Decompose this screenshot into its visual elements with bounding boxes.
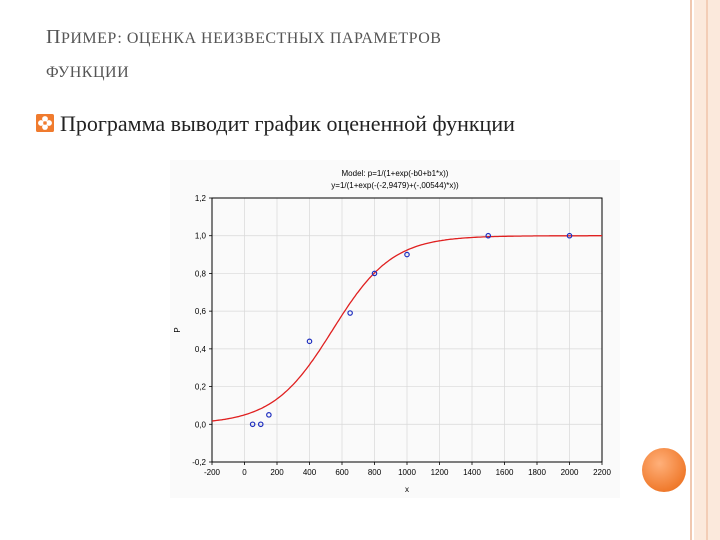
x-tick-label: 1400	[463, 468, 481, 477]
y-tick-label: 0,8	[195, 269, 207, 278]
x-tick-label: 1000	[398, 468, 416, 477]
y-tick-label: 0,4	[195, 345, 207, 354]
x-tick-label: 1200	[431, 468, 449, 477]
x-axis-label: x	[405, 485, 409, 494]
data-point	[306, 338, 313, 345]
model-curve	[211, 235, 602, 422]
flower-bullet-icon	[36, 114, 54, 132]
decorative-border-line	[690, 0, 692, 540]
y-tick-label: 0,0	[195, 420, 207, 429]
data-point	[371, 270, 378, 277]
x-tick-label: 1600	[496, 468, 514, 477]
data-point	[404, 251, 410, 258]
x-tick-label: 0	[242, 468, 247, 477]
chart-subtitle: y=1/(1+exp(-(-2,9479)+(-,00544)*x))	[331, 181, 459, 190]
chart-title: Model: p=1/(1+exp(-b0+b1*x))	[342, 169, 449, 178]
title-first-letter: П	[46, 26, 61, 48]
data-point	[266, 412, 272, 418]
x-tick-label: 2200	[593, 468, 611, 477]
y-tick-label: 1,2	[195, 194, 207, 203]
title-line1: РИМЕР: ОЦЕНКА НЕИЗВЕСТНЫХ ПАРАМЕТРОВ	[60, 30, 442, 47]
y-tick-label: 0,6	[195, 307, 207, 316]
title-line2: ФУНКЦИИ	[46, 64, 130, 81]
bullet-item: Программа выводит график оцененной функц…	[36, 108, 656, 140]
x-tick-label: -200	[204, 468, 221, 477]
y-tick-label: -0,2	[192, 458, 206, 467]
x-tick-label: 200	[270, 468, 284, 477]
plot-frame	[211, 197, 603, 463]
x-tick-label: 600	[335, 468, 349, 477]
data-point	[249, 421, 256, 428]
data-point	[347, 310, 353, 316]
slide-title: ПРИМЕР: ОЦЕНКА НЕИЗВЕСТНЫХ ПАРАМЕТРОВ ФУ…	[46, 20, 646, 90]
decorative-border-inner-line	[706, 0, 708, 540]
x-tick-label: 2000	[561, 468, 579, 477]
data-point	[485, 232, 492, 239]
y-tick-label: 1,0	[195, 232, 207, 241]
bullet-text: Программа выводит график оцененной функц…	[60, 111, 515, 136]
decorative-orange-circle	[642, 448, 686, 492]
data-point	[257, 421, 264, 428]
chart-container: Model: p=1/(1+exp(-b0+b1*x)) y=1/(1+exp(…	[170, 160, 620, 498]
x-tick-label: 400	[303, 468, 317, 477]
y-axis-label: P	[173, 327, 182, 332]
logistic-chart: Model: p=1/(1+exp(-b0+b1*x)) y=1/(1+exp(…	[173, 169, 611, 494]
x-tick-label: 800	[368, 468, 382, 477]
y-tick-label: 0,2	[195, 383, 207, 392]
x-tick-label: 1800	[528, 468, 546, 477]
data-point	[566, 232, 573, 239]
